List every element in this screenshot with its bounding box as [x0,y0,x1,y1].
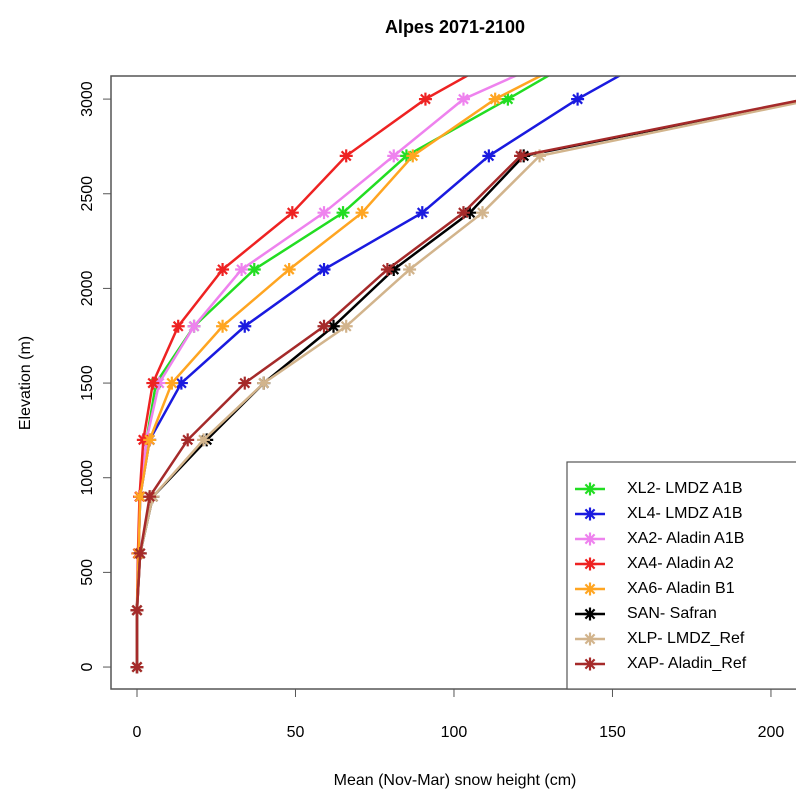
point-marker [317,262,331,276]
y-tick-label: 1500 [79,365,96,401]
legend-marker [583,582,597,596]
point-marker [317,206,331,220]
point-marker [247,262,261,276]
y-tick-label: 2000 [79,271,96,307]
x-tick-label: 50 [287,724,305,741]
y-axis-label: Elevation (m) [17,336,34,430]
legend-label: SAN- Safran [627,605,717,622]
point-marker [415,206,429,220]
y-tick-label: 500 [79,559,96,586]
point-marker [216,262,230,276]
point-marker [130,660,144,674]
point-marker [235,262,249,276]
point-marker [406,149,420,163]
point-marker [476,206,490,220]
chart-title: Alpes 2071-2100 [385,17,525,37]
x-tick-label: 100 [441,724,468,741]
legend-marker [583,507,597,521]
point-marker [174,376,188,390]
legend-label: XA6- Aladin B1 [627,580,735,597]
point-marker [146,376,160,390]
point-marker [600,36,613,49]
x-tick-label: 0 [133,724,142,741]
point-marker [339,319,353,333]
point-marker [143,433,157,447]
legend-marker [583,532,597,546]
point-marker [317,319,331,333]
point-marker [133,546,147,560]
point-marker [488,92,502,106]
legend-label: XAP- Aladin_Ref [627,655,747,672]
point-marker [387,149,401,163]
y-tick-label: 3000 [79,81,96,117]
legend-marker [583,482,597,496]
point-marker [257,376,271,390]
point-marker [673,36,686,49]
legend-label: XL2- LMDZ A1B [627,480,743,497]
point-marker [197,433,211,447]
point-marker [418,92,432,106]
point-marker [133,490,147,504]
legend-marker [583,632,597,646]
legend-box [566,461,796,690]
x-axis-label: Mean (Nov-Mar) snow height (cm) [334,772,577,789]
point-marker [571,92,585,106]
y-tick-label: 2500 [79,176,96,212]
point-marker [380,262,394,276]
point-marker [285,206,299,220]
legend-label: XA4- Aladin A2 [627,555,734,572]
point-marker [482,149,496,163]
series-line [135,76,519,668]
point-marker [181,433,195,447]
point-marker [403,262,417,276]
point-marker [336,206,350,220]
point-marker [533,149,547,163]
point-marker [501,92,515,106]
point-marker [216,319,230,333]
point-marker [165,376,179,390]
legend-marker [583,607,597,621]
point-marker [520,36,533,49]
legend-label: XA2- Aladin A1B [627,530,744,547]
point-marker [584,36,597,49]
plot-frame [110,75,796,690]
plot-area [130,36,796,674]
point-marker [456,92,470,106]
point-marker [355,206,369,220]
legend-label: XLP- LMDZ_Ref [627,630,745,647]
point-marker [339,149,353,163]
point-marker [143,490,157,504]
series-line [135,76,544,668]
point-marker [327,319,341,333]
x-tick-label: 150 [599,724,626,741]
x-tick-label: 200 [758,724,785,741]
point-marker [187,319,201,333]
point-marker [514,149,528,163]
point-marker [456,206,470,220]
series-line [135,76,470,668]
point-marker [282,262,296,276]
point-marker [130,603,144,617]
legend-label: XL4- LMDZ A1B [627,505,743,522]
y-tick-label: 0 [79,662,96,671]
point-marker [171,319,185,333]
point-marker [238,319,252,333]
legend-marker [583,657,597,671]
y-tick-label: 1000 [79,460,96,496]
series-line [135,76,551,668]
point-marker [238,376,252,390]
legend-marker [583,557,597,571]
point-marker [600,36,613,49]
